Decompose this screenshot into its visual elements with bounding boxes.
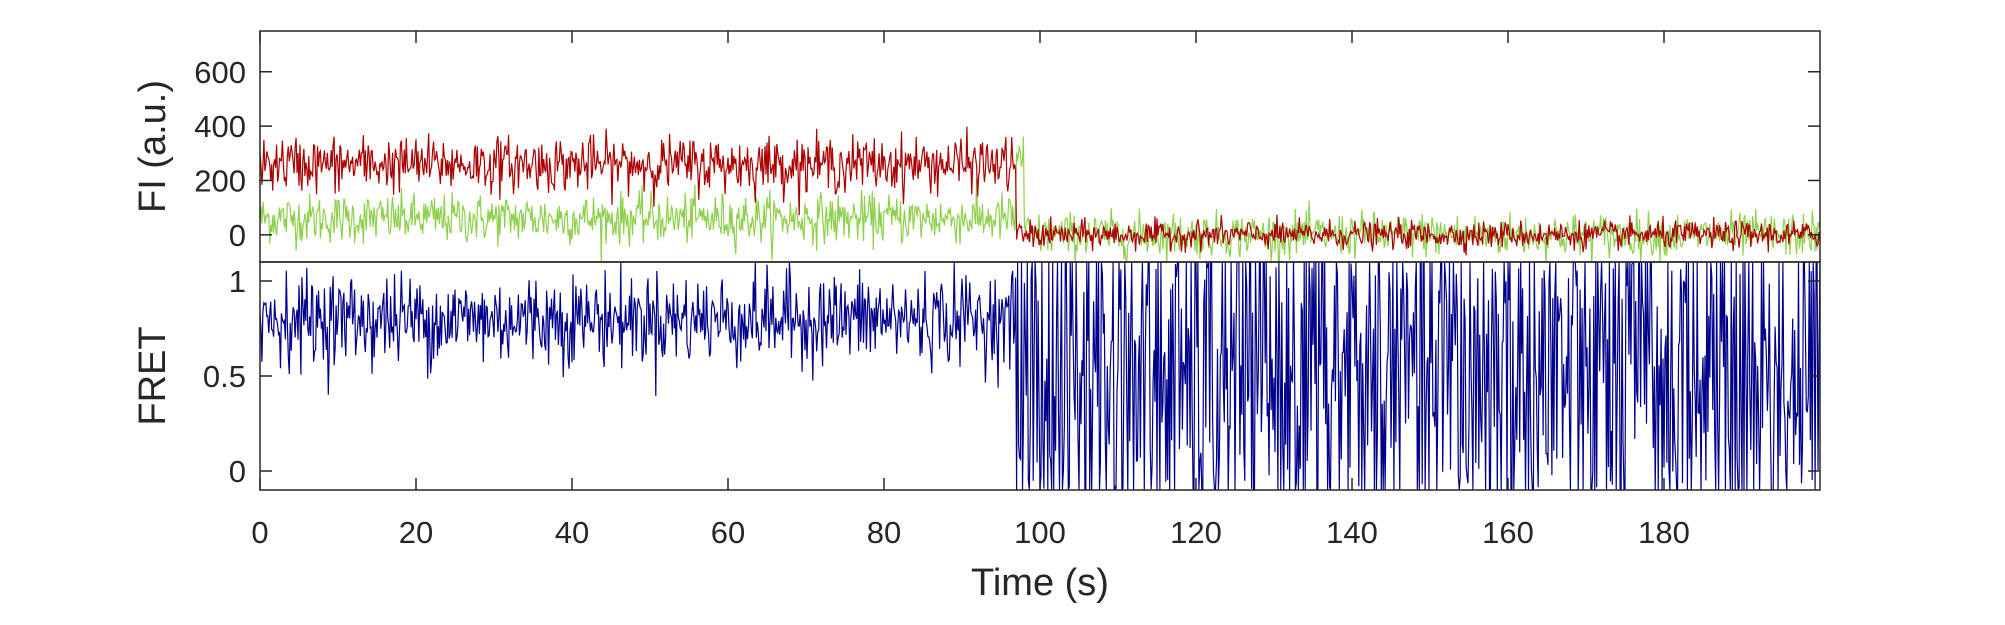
fluorescence-ytick-label: 0	[229, 218, 246, 253]
xtick-label: 80	[867, 515, 901, 550]
xtick-label: 40	[555, 515, 589, 550]
acceptor-trace	[260, 126, 1820, 256]
fluorescence-ytick-label: 600	[194, 55, 246, 90]
donor-trace	[260, 136, 1820, 262]
fret-ytick-label: 0	[229, 454, 246, 489]
fluorescence-y-ticks: 0 200 400 600	[194, 55, 1820, 253]
xtick-label: 180	[1638, 515, 1690, 550]
fret-trace	[260, 262, 1820, 490]
xtick-label: 140	[1326, 515, 1378, 550]
fluorescence-panel: 0 200 400 600 FI (a.u.)	[132, 30, 1821, 263]
fret-y-ticks: 00.51	[203, 264, 1820, 489]
xtick-label: 0	[251, 515, 268, 550]
xtick-label: 160	[1482, 515, 1534, 550]
xtick-label: 120	[1170, 515, 1222, 550]
fluorescence-plot-area	[260, 126, 1820, 262]
fluorescence-y-axis-label: FI (a.u.)	[132, 80, 174, 213]
x-ticks: 0 20 40 60 80 100 120 140 160 180	[251, 31, 1690, 550]
fret-plot-area	[260, 262, 1820, 490]
fluorescence-ytick-label: 200	[194, 163, 246, 198]
xtick-label: 60	[711, 515, 745, 550]
xtick-label: 100	[1014, 515, 1066, 550]
fret-y-axis-label: FRET	[132, 326, 174, 425]
fret-ytick-label: 0.5	[203, 359, 246, 394]
fret-ytick-label: 1	[229, 264, 246, 299]
fret-panel: 00.51 0 20 40 60 80 100 120 140 160 180 FRET	[132, 31, 1821, 550]
xtick-label: 20	[399, 515, 433, 550]
x-axis-label: Time (s)	[971, 562, 1109, 604]
fluorescence-ytick-label: 400	[194, 109, 246, 144]
